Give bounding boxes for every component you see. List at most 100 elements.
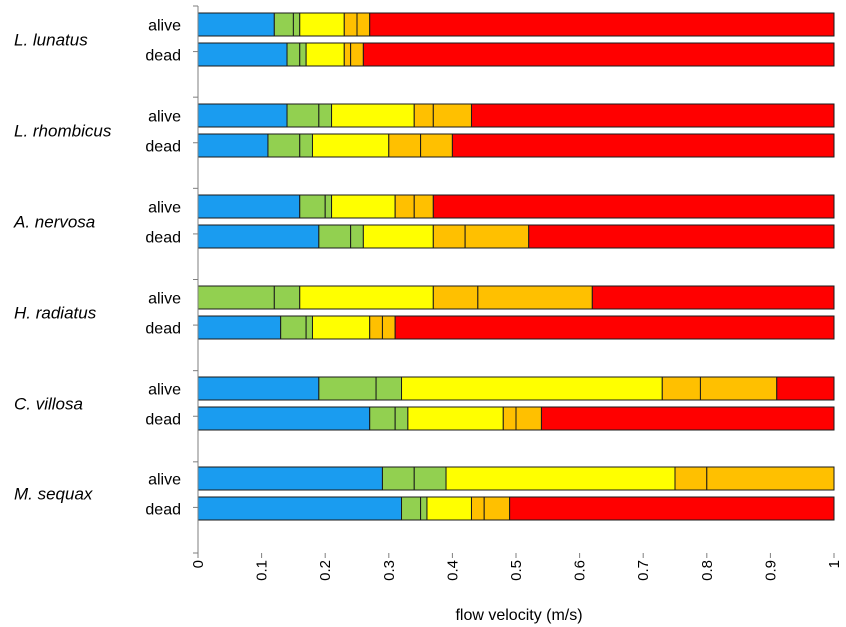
row-state-label: alive	[148, 18, 181, 35]
bar-segment	[350, 42, 364, 67]
bar-segment	[661, 376, 701, 401]
bar-segment	[299, 42, 307, 67]
bar-segment	[470, 103, 835, 128]
x-axis-title: flow velocity (m/s)	[455, 607, 582, 624]
bar-segment	[706, 466, 835, 491]
bar-segment	[369, 12, 835, 37]
bar-segment	[286, 103, 320, 128]
row-state-label: dead	[145, 48, 181, 65]
bar-segment	[324, 194, 333, 219]
bar-segment	[483, 496, 511, 521]
x-tick-label: 0	[190, 560, 207, 568]
bar-segment	[350, 224, 364, 249]
x-tick-label: 0.4	[444, 560, 461, 581]
bar-segment	[445, 466, 676, 491]
x-tick-label: 0.7	[635, 560, 652, 581]
bar-segment	[470, 496, 485, 521]
species-label: L. lunatus	[14, 31, 88, 50]
bar-segment	[369, 315, 383, 340]
x-tick-label: 0.8	[699, 560, 716, 581]
bar-segment	[413, 103, 434, 128]
row-state-label: dead	[145, 412, 181, 429]
bar-segment	[369, 406, 396, 431]
row-state-label: alive	[148, 472, 181, 489]
bar-segment	[197, 406, 371, 431]
bar-segment	[432, 224, 466, 249]
bar-segment	[311, 315, 371, 340]
bar-segment	[394, 406, 409, 431]
row-state-label: alive	[148, 382, 181, 399]
bar-segment	[299, 12, 345, 37]
bar-segment	[305, 42, 345, 67]
bar-segment	[318, 103, 333, 128]
bar-segment	[420, 133, 453, 158]
x-tick-label: 1	[826, 560, 843, 568]
bar-segment	[197, 103, 288, 128]
bar-segment	[394, 315, 835, 340]
bar-segment	[273, 12, 294, 37]
bar-segment	[528, 224, 835, 249]
bar-segment	[331, 194, 396, 219]
bar-segment	[401, 496, 422, 521]
bar-segment	[197, 12, 275, 37]
bar-segment	[502, 406, 517, 431]
x-tick-label: 0.1	[254, 560, 271, 581]
bars-layer	[197, 12, 835, 521]
bar-segment	[197, 285, 275, 310]
bar-segment	[286, 42, 301, 67]
bar-segment	[331, 103, 415, 128]
bar-segment	[540, 406, 835, 431]
species-label: M. sequax	[14, 485, 93, 504]
row-labels-layer: L. lunatus alive dead L. rhombicus alive dead…	[13, 18, 181, 519]
bar-segment	[426, 496, 472, 521]
x-tick-label: 0.6	[572, 560, 589, 581]
row-state-label: dead	[145, 230, 181, 247]
row-state-label: dead	[145, 502, 181, 519]
bar-segment	[292, 12, 301, 37]
bar-segment	[356, 12, 371, 37]
bar-segment	[407, 406, 504, 431]
bar-segment	[343, 12, 358, 37]
x-tick-label: 0.3	[381, 560, 398, 581]
bar-segment	[197, 496, 403, 521]
bar-segment	[674, 466, 708, 491]
bar-segment	[299, 133, 313, 158]
bar-segment	[381, 466, 415, 491]
bar-segment	[197, 133, 269, 158]
species-label: C. villosa	[14, 395, 83, 414]
bar-segment	[381, 315, 396, 340]
bar-segment	[311, 133, 390, 158]
x-tick-label: 0.5	[508, 560, 525, 581]
bar-segment	[394, 194, 415, 219]
bar-segment	[318, 224, 352, 249]
x-axis: 0 0.1 0.2 0.3 0.4 0.5 0.6 0.7 0.8 0.9 1	[190, 5, 843, 581]
bar-segment	[318, 376, 377, 401]
bar-segment	[477, 285, 593, 310]
bar-segment	[305, 315, 313, 340]
bar-segment	[362, 224, 434, 249]
bar-segment	[464, 224, 530, 249]
bar-segment	[401, 376, 663, 401]
row-state-label: dead	[145, 321, 181, 338]
row-state-label: dead	[145, 139, 181, 156]
bar-segment	[267, 133, 301, 158]
bar-segment	[591, 285, 835, 310]
bar-segment	[432, 194, 835, 219]
bar-segment	[420, 496, 428, 521]
bar-segment	[515, 406, 542, 431]
species-label: L. rhombicus	[14, 122, 112, 141]
bar-segment	[388, 133, 422, 158]
bar-segment	[451, 133, 835, 158]
row-state-label: alive	[148, 291, 181, 308]
bar-segment	[509, 496, 835, 521]
bar-segment	[699, 376, 778, 401]
row-state-label: alive	[148, 109, 181, 126]
bar-segment	[362, 42, 835, 67]
bar-segment	[413, 194, 434, 219]
bar-segment	[197, 224, 320, 249]
bar-segment	[280, 315, 307, 340]
bar-segment	[432, 285, 479, 310]
bar-segment	[197, 42, 288, 67]
x-tick-label: 0.2	[317, 560, 334, 581]
bar-segment	[197, 315, 282, 340]
